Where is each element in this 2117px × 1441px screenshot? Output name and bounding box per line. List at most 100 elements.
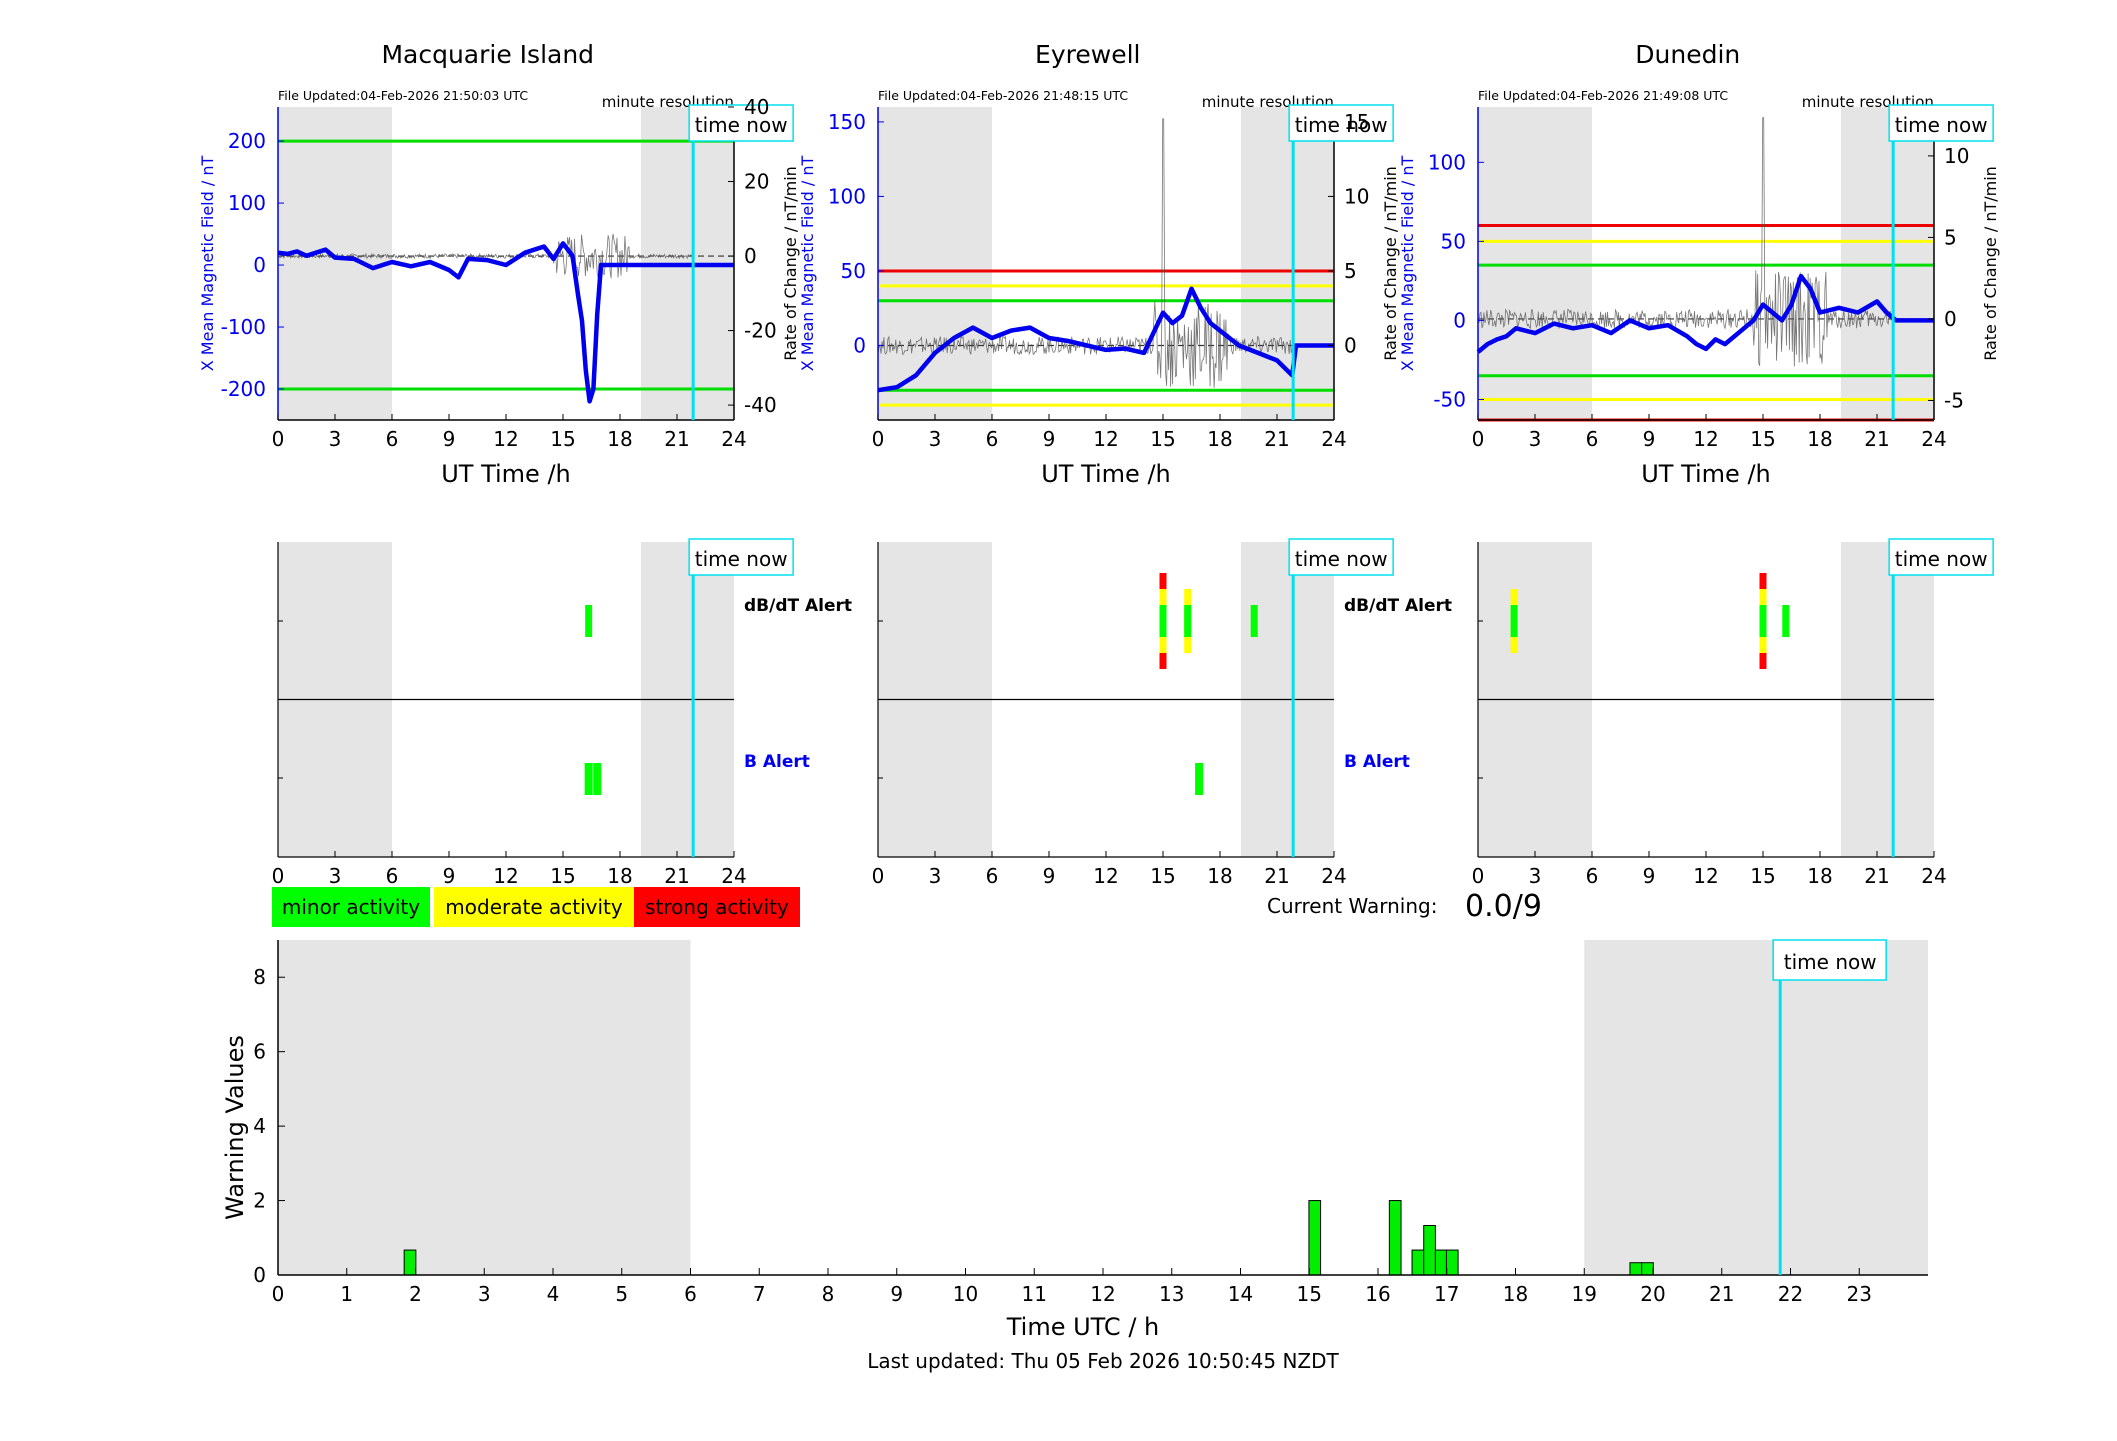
x-tick-label: 21 — [664, 427, 689, 451]
y-axis-left-label: X Mean Magnetic Field / nT — [798, 156, 817, 372]
time-now-label: time now — [695, 547, 788, 571]
y-tick-left-label: 0 — [253, 253, 266, 277]
b-alert-bar — [1195, 763, 1204, 795]
x-tick-label: 12 — [1693, 427, 1718, 451]
x-tick-label: 18 — [1207, 864, 1232, 888]
y-tick-label: 6 — [253, 1040, 266, 1064]
x-tick-label: 9 — [1043, 864, 1056, 888]
y-tick-right-label: 10 — [1944, 144, 1969, 168]
x-tick-label: 9 — [443, 864, 456, 888]
y-tick-left-label: 100 — [828, 184, 866, 208]
y-axis-left-label: X Mean Magnetic Field / nT — [1398, 156, 1417, 372]
x-tick-label: 6 — [386, 864, 399, 888]
magnetic-field-trace — [277, 241, 734, 404]
time-now-box — [1772, 939, 1887, 981]
x-tick-label: 0 — [272, 864, 285, 888]
x-tick-label: 3 — [329, 864, 342, 888]
x-tick-label: 24 — [721, 864, 746, 888]
dbdt-alert-bar-minor — [1184, 605, 1192, 637]
x-tick-label: 19 — [1572, 1282, 1597, 1306]
x-tick-label: 11 — [1022, 1282, 1047, 1306]
y-tick-right-label: 20 — [744, 170, 769, 194]
activity-legend: minor activity moderate activity strong ac… — [272, 887, 800, 927]
y-tick-label: 0 — [253, 1263, 266, 1287]
time-now-label: time now — [1895, 113, 1988, 137]
legend-moderate-label: moderate activity — [445, 895, 623, 919]
x-tick-label: 12 — [1090, 1282, 1115, 1306]
x-tick-label: 15 — [1297, 1282, 1322, 1306]
x-tick-label: 3 — [929, 864, 942, 888]
time-now-box — [688, 104, 794, 142]
alert-panel-macquarie-island: time now 0 3 6 9 12 15 18 21 24 dB/dT Alert B Alert — [272, 538, 852, 888]
x-tick-label: 9 — [443, 427, 456, 451]
y-axis-right-label: Rate of Change / nT/min — [1381, 166, 1400, 361]
x-axis-label: UT Time /h — [1041, 460, 1171, 488]
night-shading — [278, 940, 691, 1275]
time-now-label: time now — [695, 113, 788, 137]
x-tick-label: 17 — [1434, 1282, 1459, 1306]
dbdt-alert-bar-minor — [585, 605, 593, 637]
x-tick-label: 2 — [409, 1282, 422, 1306]
x-tick-label: 18 — [1807, 864, 1832, 888]
alert-panel-dunedin: time now 0 3 6 9 12 15 18 21 24 — [1472, 538, 1994, 888]
x-axis-label: UT Time /h — [441, 460, 571, 488]
y-axis-right-label: Rate of Change / nT/min — [1981, 166, 2000, 361]
x-tick-label: 24 — [721, 427, 746, 451]
file-updated-text: File Updated:04-Feb-2026 21:48:15 UTC — [878, 88, 1128, 103]
time-now-box — [1288, 104, 1394, 142]
file-updated-text: File Updated:04-Feb-2026 21:50:03 UTC — [278, 88, 528, 103]
legend-minor-label: minor activity — [282, 895, 420, 919]
x-tick-label: 6 — [986, 427, 999, 451]
x-tick-label: 15 — [1150, 427, 1175, 451]
alert-panel-eyrewell: time now 0 3 6 9 12 15 18 21 24 dB/dT Alert B Alert — [872, 538, 1452, 888]
y-tick-left-label: -200 — [221, 377, 266, 401]
y-axis-left-label: X Mean Magnetic Field / nT — [198, 156, 217, 372]
station-title: Macquarie Island — [381, 40, 594, 69]
x-tick-label: 6 — [1586, 427, 1599, 451]
warning-bar — [1423, 1224, 1436, 1276]
warning-bar — [1629, 1262, 1643, 1276]
x-tick-label: 6 — [386, 427, 399, 451]
station-title: Eyrewell — [1035, 40, 1140, 69]
x-tick-label: 0 — [272, 427, 285, 451]
x-tick-label: 4 — [547, 1282, 560, 1306]
y-tick-left-label: 100 — [1428, 150, 1466, 174]
magnetic-field-trace — [1476, 273, 1934, 354]
warning-bar — [403, 1249, 417, 1276]
x-tick-label: 6 — [684, 1282, 697, 1306]
x-tick-label: 24 — [1321, 864, 1346, 888]
x-tick-label: 21 — [1709, 1282, 1734, 1306]
time-now-box — [1888, 538, 1994, 576]
night-shading — [1478, 107, 1592, 420]
x-tick-label: 24 — [1921, 427, 1946, 451]
x-tick-label: 6 — [986, 864, 999, 888]
legend-strong-label: strong activity — [645, 895, 789, 919]
y-tick-right-label: -40 — [744, 393, 777, 417]
x-tick-label: 21 — [1864, 864, 1889, 888]
dbdt-alert-label: dB/dT Alert — [744, 596, 852, 616]
dbdt-alert-bar-minor — [1759, 605, 1767, 637]
x-tick-label: 15 — [1750, 427, 1775, 451]
station-panel-eyrewell: Eyrewell File Updated:04-Feb-2026 21:48:1… — [798, 40, 1400, 488]
warning-bar — [1641, 1262, 1654, 1276]
x-tick-label: 0 — [272, 1282, 285, 1306]
b-alert-label: B Alert — [1344, 752, 1410, 772]
y-tick-right-label: 0 — [744, 244, 757, 268]
x-tick-label: 10 — [953, 1282, 978, 1306]
night-shading — [1840, 107, 1934, 420]
station-title: Dunedin — [1635, 40, 1740, 69]
x-tick-label: 21 — [1264, 427, 1289, 451]
x-tick-label: 3 — [929, 427, 942, 451]
time-now-box — [1288, 538, 1394, 576]
magnetic-field-trace — [877, 286, 1334, 393]
time-now-label: time now — [1295, 113, 1388, 137]
y-tick-left-label: 0 — [1453, 308, 1466, 332]
time-now-label: time now — [1295, 547, 1388, 571]
y-tick-left-label: 150 — [828, 110, 866, 134]
x-tick-label: 9 — [1043, 427, 1056, 451]
x-axis-label: Time UTC / h — [1006, 1313, 1160, 1341]
x-tick-label: 18 — [607, 864, 632, 888]
b-alert-bar — [584, 763, 593, 795]
time-now-label: time now — [1895, 547, 1988, 571]
